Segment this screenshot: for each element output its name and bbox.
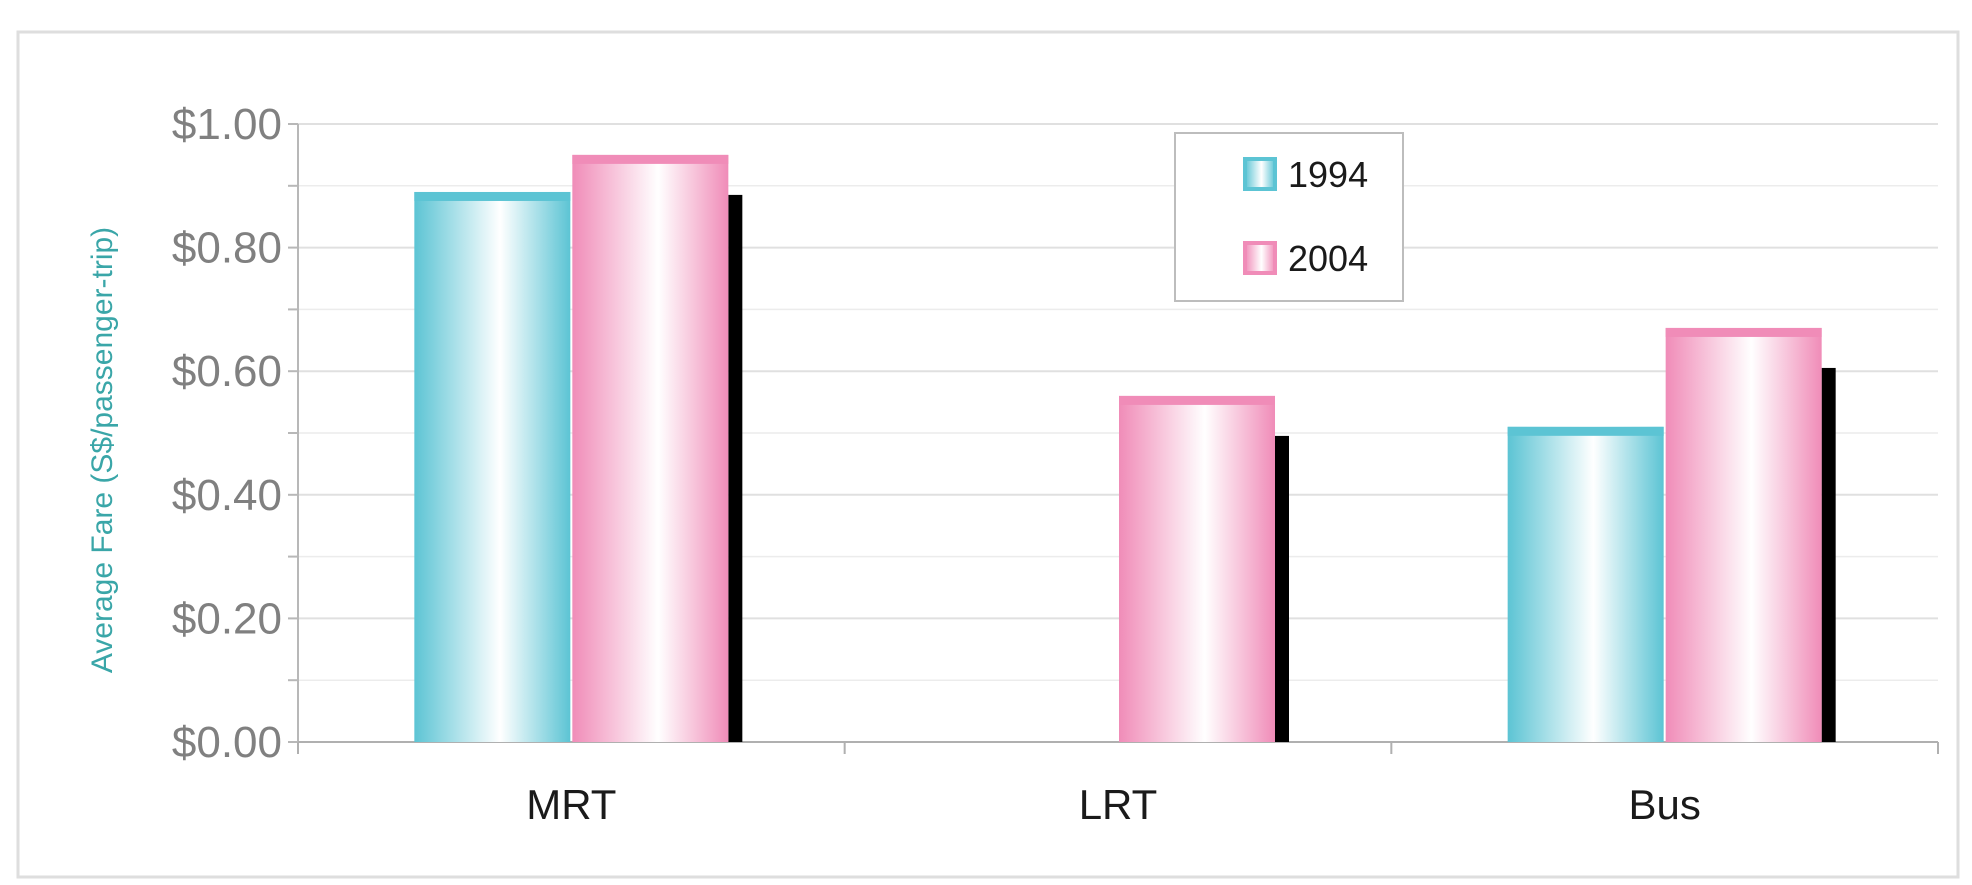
legend-swatch-2004 (1243, 241, 1277, 275)
legend: 1994 2004 (1174, 132, 1404, 302)
bar-2004-bus (1665, 327, 1822, 742)
x-category-label: MRT (526, 781, 616, 828)
y-tick-label: $0.20 (172, 594, 282, 643)
bar-cap-2004-mrt (572, 154, 729, 164)
y-tick-label: $1.00 (172, 100, 282, 149)
bar-cap-1994-mrt (414, 191, 571, 201)
y-tick-label: $0.40 (172, 471, 282, 520)
bar-2004-mrt (572, 154, 729, 742)
bar-shadow (1821, 367, 1836, 742)
y-tick-label: $0.80 (172, 224, 282, 273)
bar-1994-bus (1507, 426, 1664, 742)
x-category-label: LRT (1079, 781, 1158, 828)
legend-box (1174, 132, 1404, 302)
bar-cap-2004-lrt (1119, 395, 1275, 405)
bar-cap-1994-bus (1507, 426, 1664, 436)
bar-shadow (728, 194, 743, 742)
y-axis-label: Average Fare (S$/passenger-trip) (86, 227, 119, 673)
bar-cap-2004-bus (1665, 327, 1822, 337)
legend-swatch-1994 (1243, 157, 1277, 191)
bar-1994-mrt (414, 191, 571, 743)
y-tick-label: $0.00 (172, 718, 282, 767)
bar-shadow (1275, 435, 1289, 742)
y-tick-label: $0.60 (172, 347, 282, 396)
bar-2004-lrt (1119, 395, 1275, 742)
legend-label-2004: 2004 (1288, 238, 1368, 279)
x-category-label: Bus (1628, 781, 1700, 828)
plot-area: $0.00 $0.20 $0.40 $0.60 $0.80 $1.00 MRT LRT Bus (172, 100, 1939, 828)
legend-label-1994: 1994 (1288, 154, 1368, 195)
